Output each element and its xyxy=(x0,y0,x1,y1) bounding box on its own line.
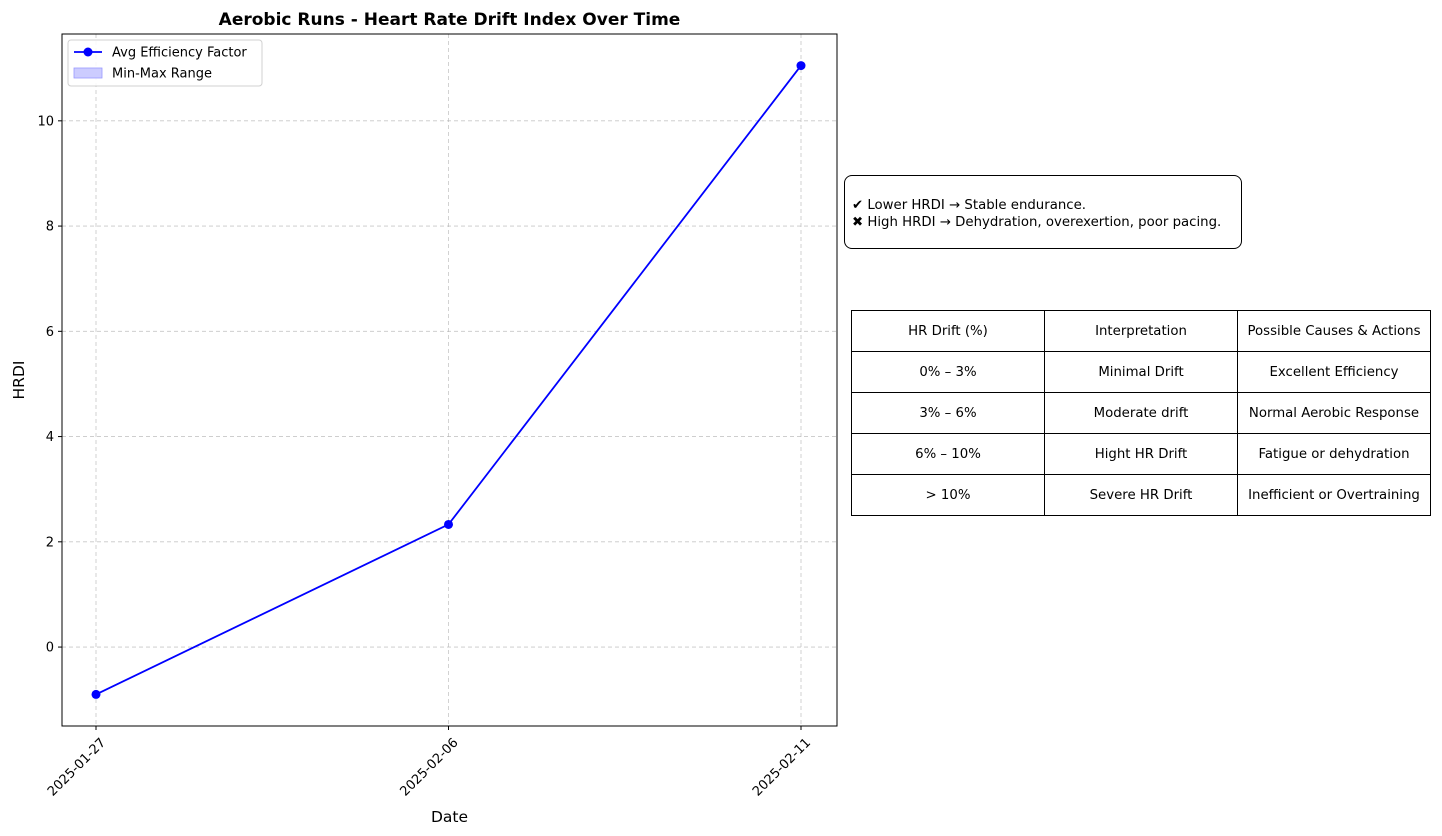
y-axis-label: HRDI xyxy=(10,361,28,400)
table-cell: Severe HR Drift xyxy=(1044,474,1238,516)
table-row: 3% – 6% Moderate drift Normal Aerobic Re… xyxy=(851,392,1431,434)
legend-box xyxy=(67,39,263,87)
y-tick-label: 6 xyxy=(46,325,54,340)
x-tick-label: 2025-02-06 xyxy=(398,735,462,799)
y-tick-label: 10 xyxy=(37,114,54,129)
table-row: 6% – 10% Hight HR Drift Fatigue or dehyd… xyxy=(851,433,1431,475)
y-tick-label: 0 xyxy=(46,641,54,656)
note-line-lower: ✔ Lower HRDI → Stable endurance. xyxy=(852,198,1087,213)
table-header-cell: Possible Causes & Actions xyxy=(1237,310,1431,352)
hr-drift-table: HR Drift (%) Interpretation Possible Cau… xyxy=(851,310,1431,516)
table-header-row: HR Drift (%) Interpretation Possible Cau… xyxy=(851,310,1431,352)
table-row: 0% – 3% Minimal Drift Excellent Efficien… xyxy=(851,351,1431,393)
x-tick-label: 2025-02-11 xyxy=(750,735,814,799)
table-cell: Fatigue or dehydration xyxy=(1237,433,1431,475)
data-point xyxy=(796,61,806,71)
table-cell: > 10% xyxy=(851,474,1045,516)
y-tick-label: 8 xyxy=(46,220,54,235)
table-cell: Normal Aerobic Response xyxy=(1237,392,1431,434)
table-header-cell: HR Drift (%) xyxy=(851,310,1045,352)
y-tick-label: 2 xyxy=(46,535,54,550)
table-cell: Minimal Drift xyxy=(1044,351,1238,393)
table-cell: 6% – 10% xyxy=(851,433,1045,475)
table-cell: 3% – 6% xyxy=(851,392,1045,434)
data-point xyxy=(91,689,101,699)
chart: 0 2 4 6 8 10 2025-01-27 2025-02-06 2025-02-11 Aer… xyxy=(10,10,838,826)
table-cell: Inefficient or Overtraining xyxy=(1237,474,1431,516)
x-axis-label: Date xyxy=(431,808,468,826)
data-point xyxy=(444,519,453,529)
y-tick-label: 4 xyxy=(46,430,54,445)
note-line-high: ✖ High HRDI → Dehydration, overexertion,… xyxy=(852,215,1222,230)
legend-label: Avg Efficiency Factor xyxy=(112,46,247,61)
table-cell: Moderate drift xyxy=(1044,392,1238,434)
table-cell: Excellent Efficiency xyxy=(1237,351,1431,393)
table-row: > 10% Severe HR Drift Inefficient or Ove… xyxy=(851,474,1431,516)
interpretation-note: ✔ Lower HRDI → Stable endurance. ✖ High … xyxy=(844,175,1242,249)
table-cell: Hight HR Drift xyxy=(1044,433,1238,475)
x-tick-label: 2025-01-27 xyxy=(45,735,109,799)
table-header-cell: Interpretation xyxy=(1044,310,1238,352)
plot-frame xyxy=(61,33,838,727)
legend-marker-swatch xyxy=(83,47,93,57)
chart-title: Aerobic Runs - Heart Rate Drift Index Ov… xyxy=(219,10,681,30)
table-cell: 0% – 3% xyxy=(851,351,1045,393)
legend-label: Min-Max Range xyxy=(112,67,212,82)
legend-fill-swatch xyxy=(73,67,103,79)
